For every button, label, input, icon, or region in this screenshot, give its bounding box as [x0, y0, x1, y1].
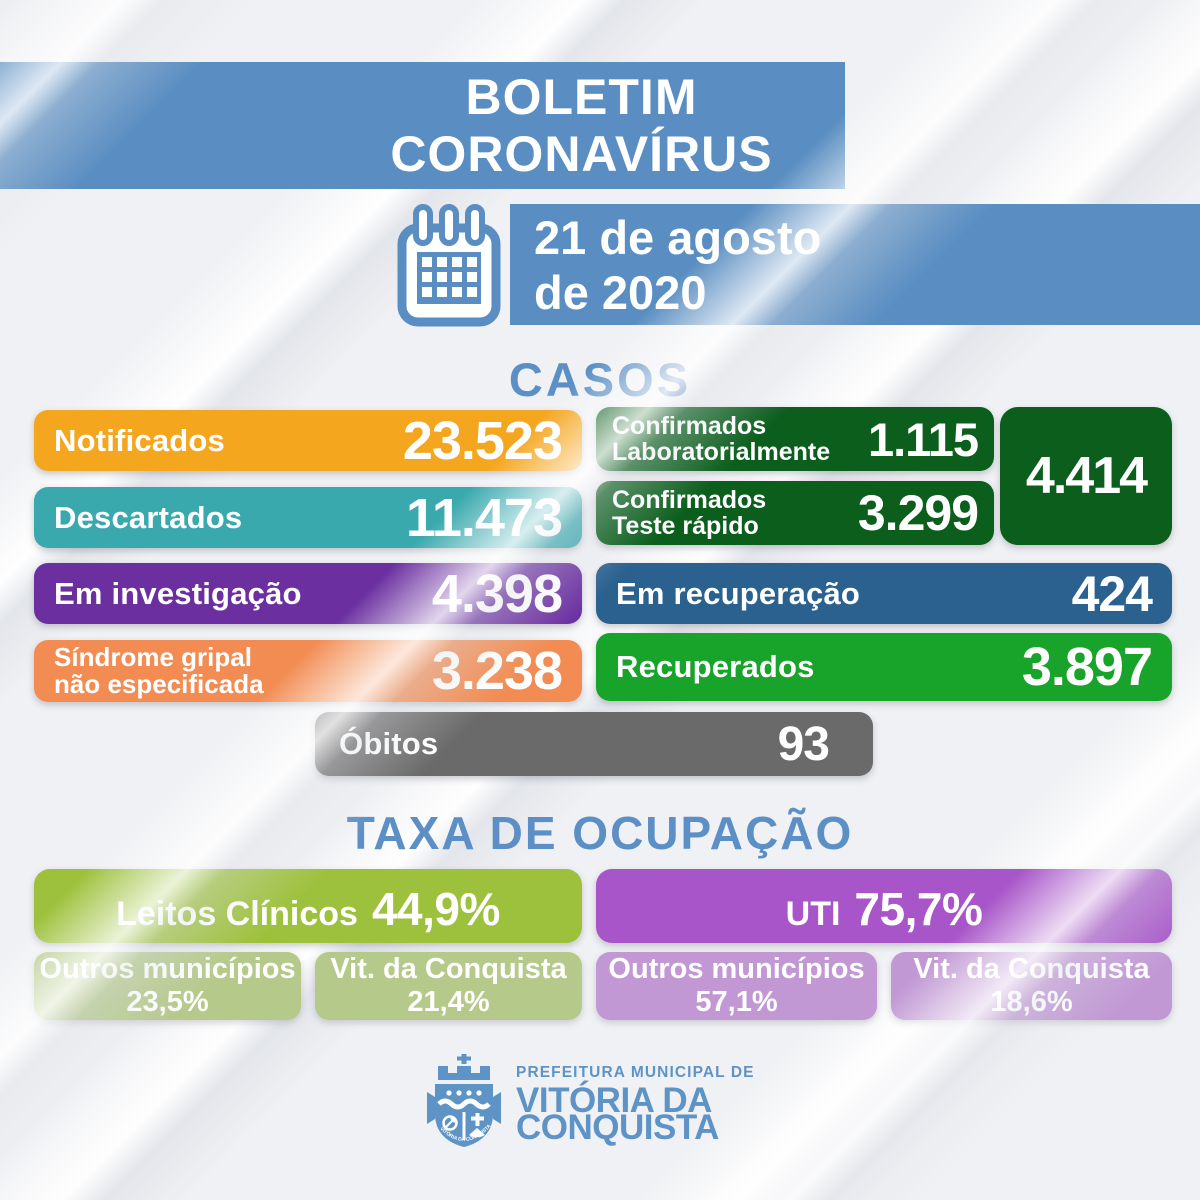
date-line-2: de 2020 [534, 265, 707, 319]
stat-label-confirmados-laboratorio: Confirmados Laboratorialmente [612, 412, 831, 466]
stat-row-em-investigacao: Em investigação 4.398 [34, 563, 582, 624]
bulletin-title: BOLETIM CORONAVÍRUS [318, 69, 845, 183]
occupancy-sub-uti-vitoria-da-conquista: Vit. da Conquista 18,6% [891, 952, 1172, 1020]
city-crest-logo: VITÓRIA DA CONQUISTA [427, 1054, 501, 1147]
occupancy-value-uti: 75,7% [854, 883, 983, 935]
stat-label-descartados: Descartados [54, 499, 243, 535]
stat-row-obitos: Óbitos 93 [315, 712, 873, 776]
occupancy-label-leitos: Leitos Clínicos [116, 895, 358, 933]
stat-row-em-recuperacao: Em recuperação 424 [596, 563, 1172, 624]
stat-box-confirmados-total: 4.414 [1000, 407, 1172, 545]
title-line-2: CORONAVÍRUS [390, 125, 773, 182]
stat-value-notificados: 23.523 [402, 410, 563, 471]
stat-label-em-investigacao: Em investigação [54, 575, 302, 611]
occupancy-label-uti: UTI [785, 895, 841, 933]
stat-value-confirmados-teste-rapido: 3.299 [857, 485, 979, 541]
date-line-1: 21 de agosto [534, 210, 822, 264]
occupancy-main-uti: UTI 75,7% [596, 869, 1172, 943]
stat-value-recuperados: 3.897 [1021, 637, 1153, 697]
stat-value-confirmados-laboratorio: 1.115 [867, 412, 979, 466]
stat-row-notificados: Notificados 23.523 [34, 410, 582, 471]
calendar-icon [397, 204, 501, 327]
occupancy-value-leitos: 44,9% [371, 883, 500, 935]
stat-row-sindrome-gripal: Síndrome gripal não especificada 3.238 [34, 640, 582, 702]
stat-value-em-recuperacao: 424 [1071, 565, 1153, 622]
stat-value-em-investigacao: 4.398 [431, 563, 563, 624]
stat-row-confirmados-laboratorio: Confirmados Laboratorialmente 1.115 [596, 407, 994, 471]
occupancy-sub-leitos-vitoria-da-conquista: Vit. da Conquista 21,4% [315, 952, 582, 1020]
stat-label-em-recuperacao: Em recuperação [616, 575, 861, 611]
stat-label-confirmados-teste-rapido: Confirmados Teste rápido [612, 486, 767, 540]
footer-line-vitoria: VITÓRIA DA [516, 1081, 712, 1120]
title-line-1: BOLETIM [465, 68, 698, 125]
occupancy-main-leitos-clinicos: Leitos Clínicos 44,9% [34, 869, 582, 943]
bulletin-date: 21 de agosto de 2020 [534, 210, 821, 320]
footer-org-name: PREFEITURA MUNICIPAL DE VITÓRIA DA CONQU… [516, 1064, 755, 1147]
stat-label-sindrome-gripal: Síndrome gripal não especificada [54, 642, 264, 699]
occupancy-sub-uti-outros-municipios: Outros municípios 57,1% [596, 952, 877, 1020]
stat-label-notificados: Notificados [54, 422, 225, 458]
stat-label-obitos: Óbitos [339, 726, 439, 761]
stat-value-obitos: 93 [777, 717, 830, 771]
stat-value-descartados: 11.473 [405, 487, 563, 548]
stat-row-confirmados-teste-rapido: Confirmados Teste rápido 3.299 [596, 481, 994, 545]
casos-heading: CASOS [508, 353, 692, 406]
date-banner: 21 de agosto de 2020 [510, 204, 1200, 325]
stat-value-confirmados-total: 4.414 [1025, 447, 1148, 505]
footer-line-conquista: CONQUISTA [516, 1108, 719, 1147]
stat-row-descartados: Descartados 11.473 [34, 487, 582, 548]
stat-row-recuperados: Recuperados 3.897 [596, 633, 1172, 701]
title-banner: BOLETIM CORONAVÍRUS [0, 62, 845, 189]
taxa-ocupacao-heading: TAXA DE OCUPAÇÃO [346, 807, 854, 859]
footer-line-prefeitura: PREFEITURA MUNICIPAL DE [516, 1064, 755, 1081]
occupancy-sub-leitos-outros-municipios: Outros municípios 23,5% [34, 952, 301, 1020]
stat-value-sindrome-gripal: 3.238 [431, 641, 563, 701]
stat-label-recuperados: Recuperados [616, 649, 815, 684]
